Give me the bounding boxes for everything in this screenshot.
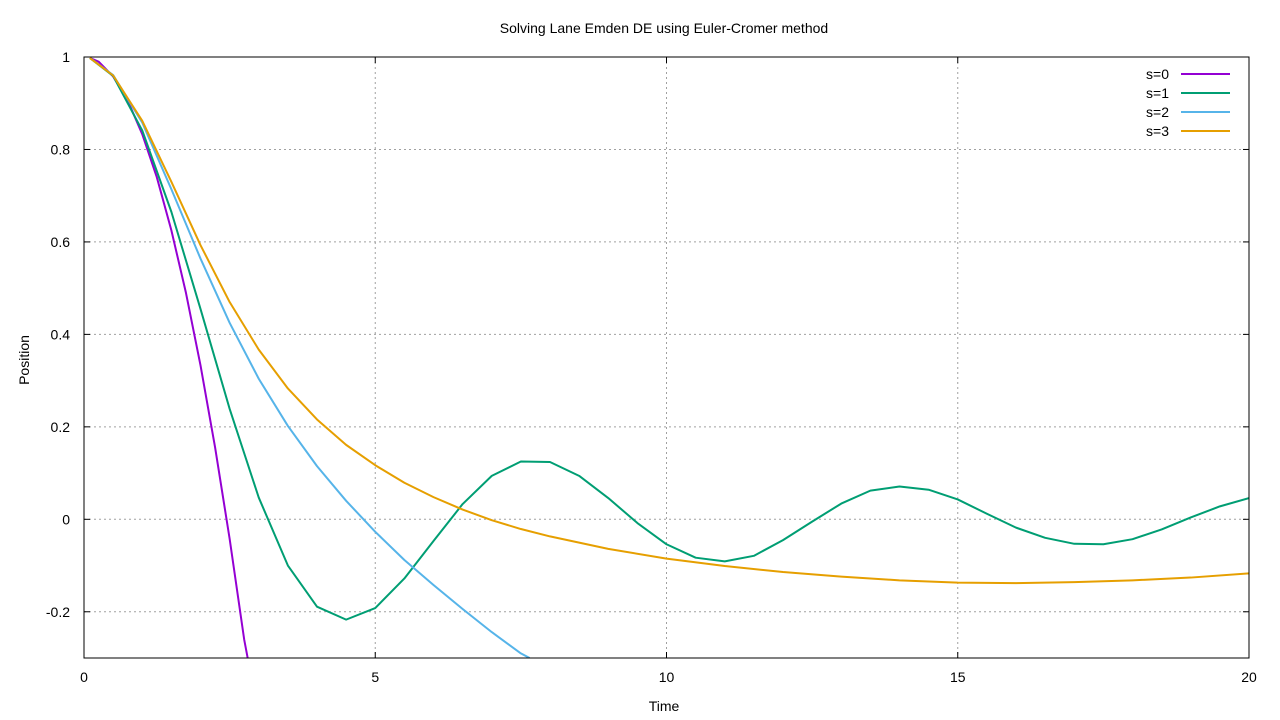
y-tick-label: 0: [62, 511, 70, 527]
tick-labels: 0 5 10 15 20 -0.2 0 0.2 0.4 0.6 0.8 1: [46, 49, 1257, 685]
y-tick-label: -0.2: [46, 604, 70, 620]
x-tick-label: 5: [371, 669, 379, 685]
series-line-s1: [89, 57, 1249, 621]
legend-label: s=1: [1146, 85, 1169, 101]
x-tick-label: 15: [950, 669, 966, 685]
y-tick-label: 1: [62, 49, 70, 65]
legend-label: s=2: [1146, 104, 1169, 120]
y-axis-label: Position: [16, 335, 32, 385]
y-tick-label: 0.8: [51, 141, 71, 157]
y-tick-label: 0.2: [51, 419, 71, 435]
series-line-s3: [89, 57, 1249, 585]
series-line-s2: [89, 57, 531, 658]
series-group: [89, 57, 1249, 658]
y-tick-label: 0.4: [51, 326, 71, 342]
chart-title: Solving Lane Emden DE using Euler-Cromer…: [500, 20, 828, 36]
x-tick-label: 10: [659, 669, 675, 685]
x-tick-label: 0: [80, 669, 88, 685]
x-tick-label: 20: [1241, 669, 1257, 685]
plot-border: [83, 56, 1250, 659]
y-tick-label: 0.6: [51, 234, 71, 250]
grid: [84, 57, 1249, 658]
legend-label: s=3: [1146, 123, 1169, 139]
x-axis-label: Time: [649, 698, 680, 714]
legend: s=0 s=1 s=2 s=3: [1146, 66, 1230, 139]
legend-label: s=0: [1146, 66, 1169, 82]
